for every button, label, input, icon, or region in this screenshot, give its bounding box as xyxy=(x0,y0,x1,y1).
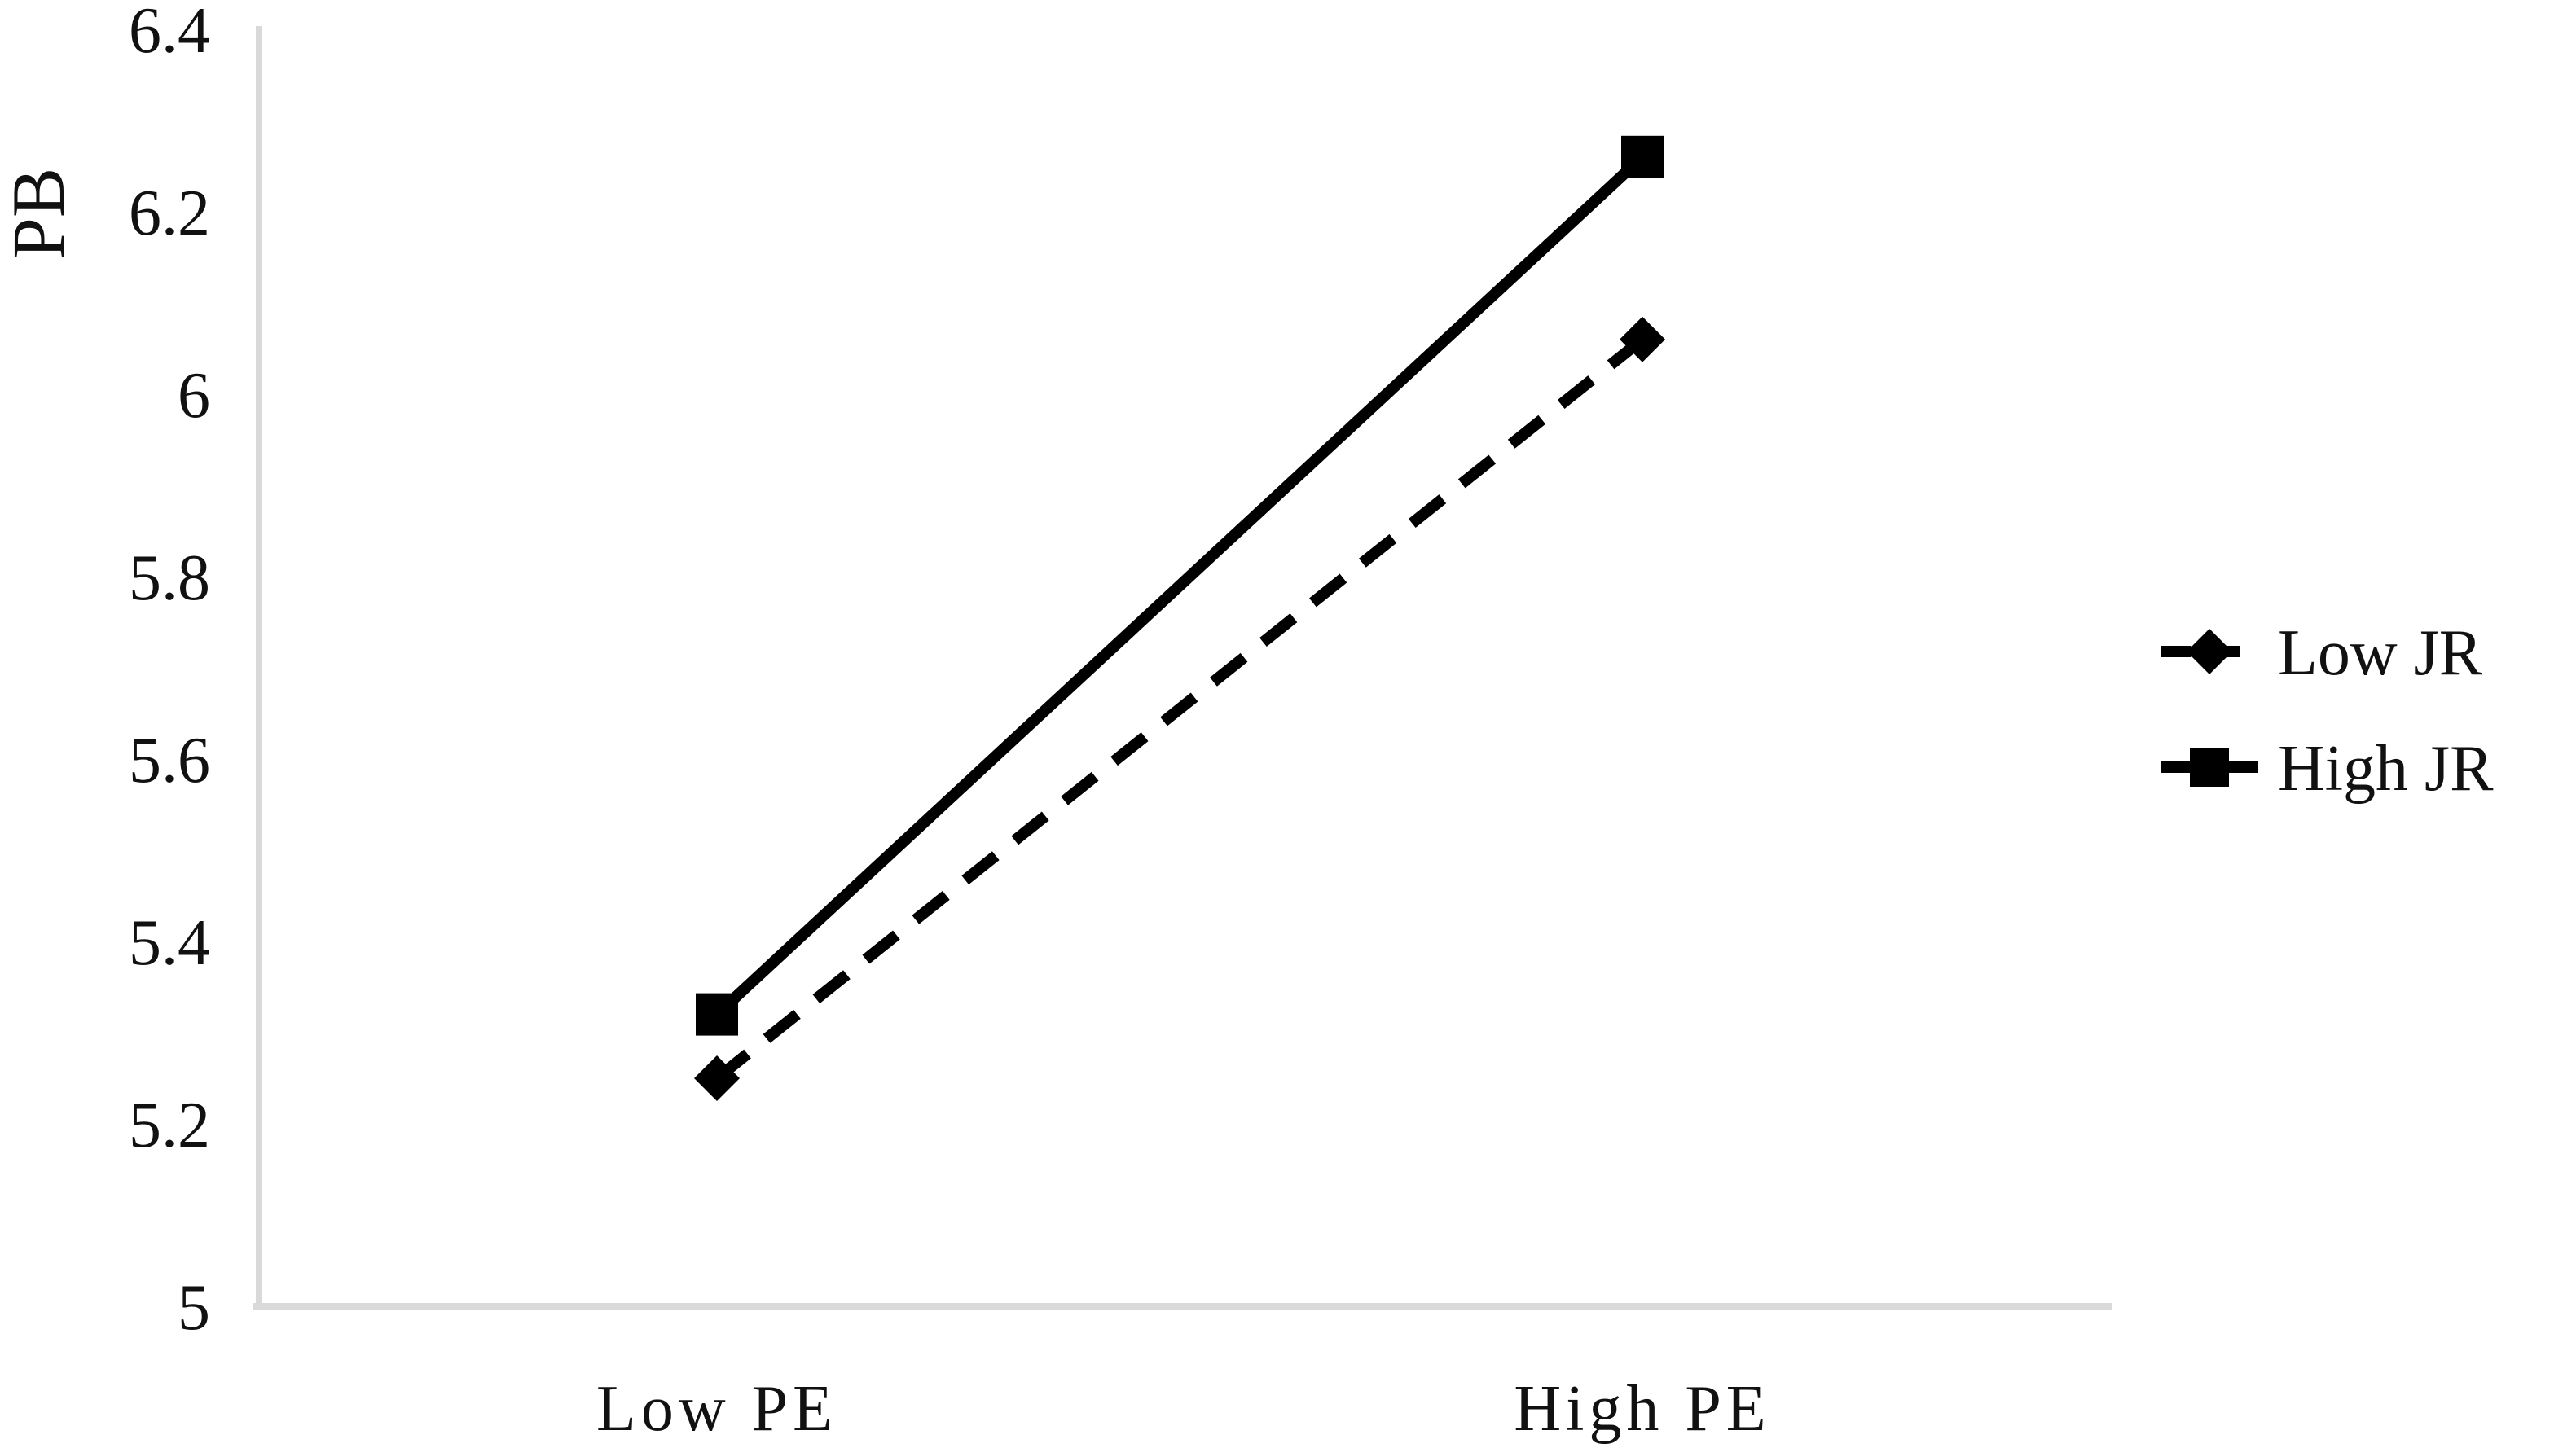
x-category-labels: Low PE High PE xyxy=(596,1373,1770,1445)
y-tick-label: 5.8 xyxy=(129,542,210,614)
y-tick-label: 6.4 xyxy=(129,0,210,67)
legend-marker-diamond-icon xyxy=(2187,629,2232,674)
data-point-low-jr xyxy=(1620,316,1665,362)
y-tick-label: 5 xyxy=(178,1272,210,1344)
legend-marker-square-icon xyxy=(2190,748,2229,787)
data-point-high-jr xyxy=(696,993,738,1036)
series-lines xyxy=(713,152,1646,1083)
data-point-high-jr xyxy=(1621,135,1664,178)
data-point-low-jr xyxy=(694,1055,740,1101)
x-category-label: High PE xyxy=(1514,1373,1770,1445)
series-line-low-jr xyxy=(713,335,1646,1083)
legend-item-low-jr: Low JR xyxy=(2161,617,2483,689)
legend-label-high-jr: High JR xyxy=(2278,733,2494,805)
y-tick-label: 6.2 xyxy=(129,178,210,249)
y-tick-label: 6 xyxy=(178,360,210,432)
y-axis-label: PB xyxy=(0,168,80,260)
y-tick-label: 5.2 xyxy=(129,1090,210,1161)
legend: Low JR High JR xyxy=(2161,617,2494,805)
x-category-label: Low PE xyxy=(596,1373,837,1445)
legend-item-high-jr: High JR xyxy=(2161,733,2494,805)
y-tick-labels: 5 5.2 5.4 5.6 5.8 6 6.2 6.4 xyxy=(129,0,210,1344)
y-tick-label: 5.6 xyxy=(129,725,210,796)
series-line-high-jr xyxy=(713,152,1646,1019)
series-markers xyxy=(694,135,1665,1101)
legend-label-low-jr: Low JR xyxy=(2278,617,2483,689)
y-tick-label: 5.4 xyxy=(129,907,210,979)
